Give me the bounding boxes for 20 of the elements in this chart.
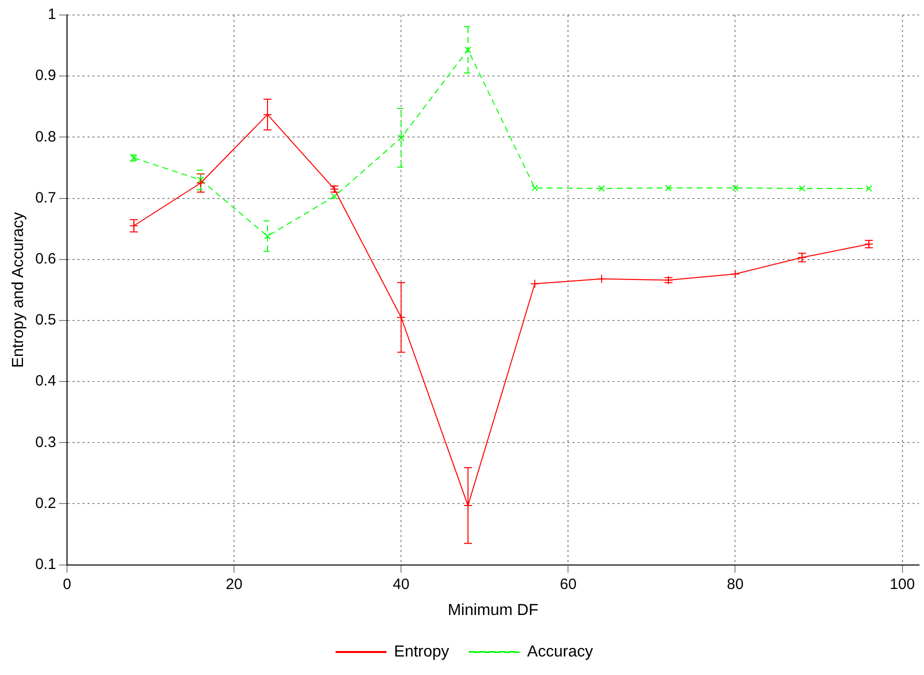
y-tick-label: 0.5: [35, 312, 56, 329]
x-tick-label: 80: [726, 576, 744, 593]
x-tick-label: 100: [890, 576, 915, 593]
y-tick-label: 0.4: [35, 372, 56, 390]
y-tick-label: 1: [48, 6, 56, 24]
y-tick-label: 0.6: [35, 250, 56, 268]
y-tick-label: 0.3: [35, 434, 56, 451]
y-tick-label: 0.9: [35, 67, 56, 84]
x-tick-label: 60: [560, 576, 577, 593]
legend-label: Entropy: [394, 643, 450, 660]
y-tick-label: 0.1: [35, 556, 56, 573]
x-tick-label: 40: [392, 576, 410, 593]
x-tick-label: 20: [226, 576, 242, 593]
y-tick-label: 0.7: [35, 189, 56, 206]
y-axis-title: Entropy and Accuracy: [10, 212, 28, 368]
legend-label: Accuracy: [527, 643, 593, 660]
x-axis-title: Minimum DF: [448, 602, 539, 619]
y-tick-label: 0.2: [35, 494, 56, 512]
x-tick-label: 0: [62, 576, 72, 593]
y-tick-label: 0.8: [35, 128, 56, 146]
